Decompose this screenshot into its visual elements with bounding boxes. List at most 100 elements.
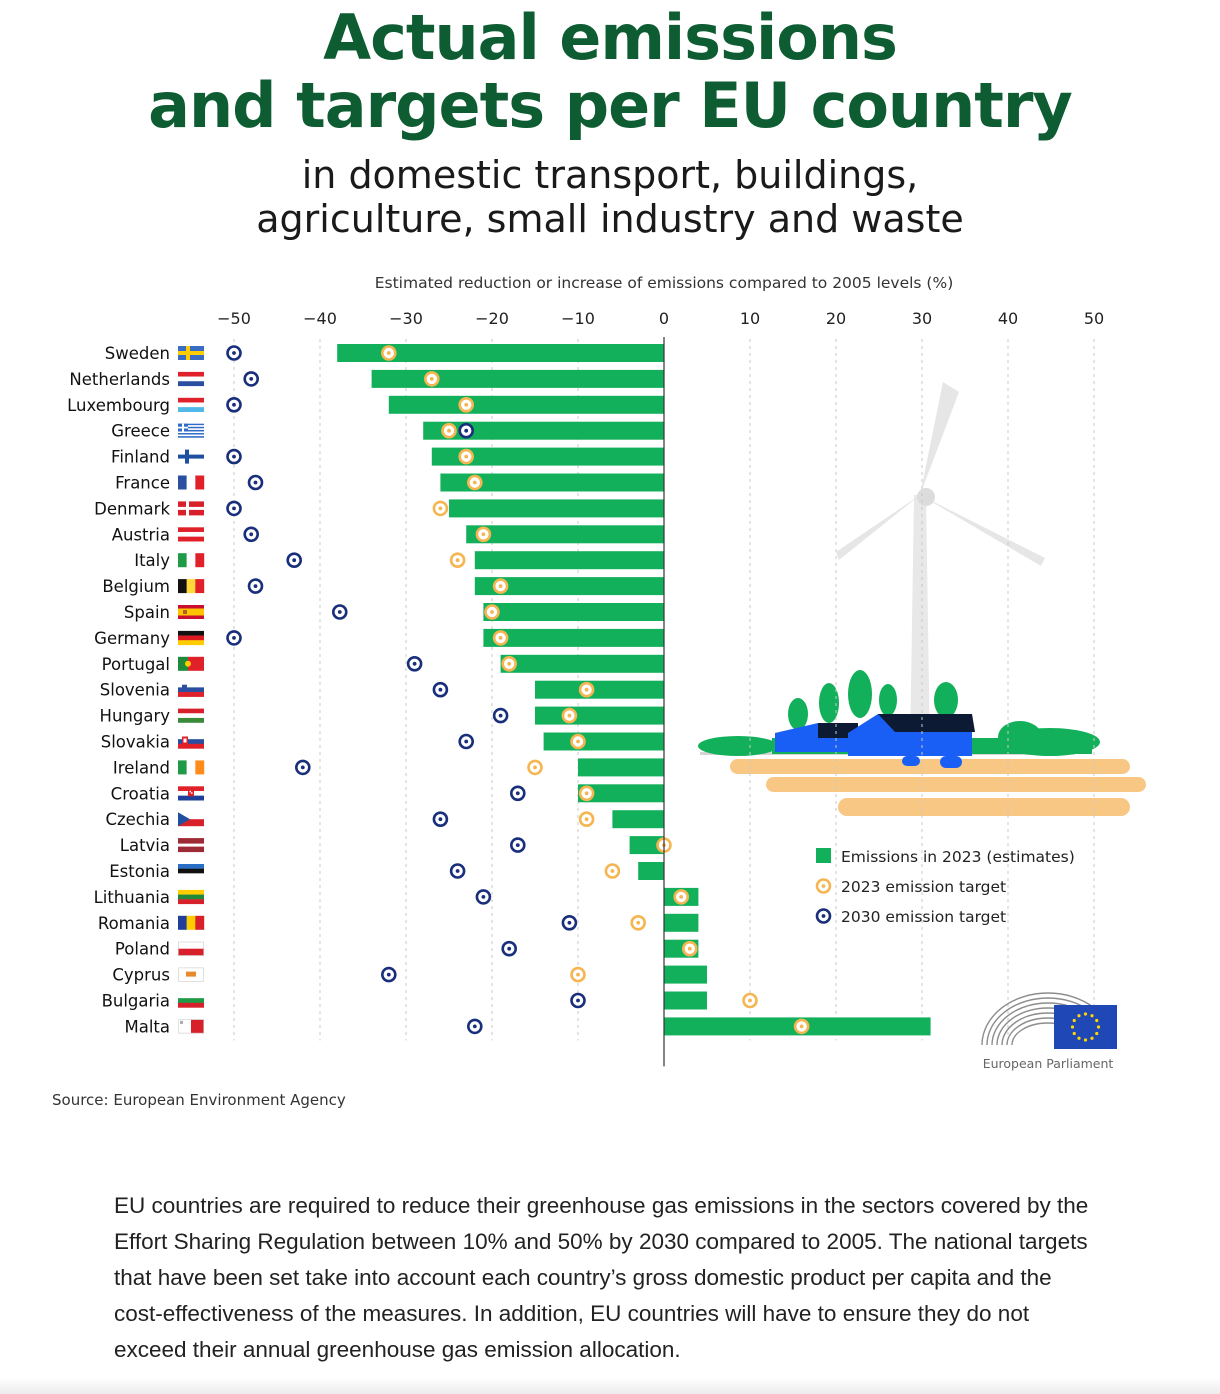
flag-romania-icon: [178, 915, 205, 930]
marker-target-2030: [226, 396, 242, 413]
marker-target-2023: [561, 707, 578, 724]
marker-target-2030: [294, 759, 311, 776]
marker-target-2030: [247, 474, 264, 491]
country-label: Finland: [111, 448, 170, 467]
flag-portugal-icon: [178, 656, 204, 671]
bar-emissions-2023: [431, 447, 664, 466]
markers: [226, 345, 810, 1035]
bar-emissions-2023: [440, 473, 664, 492]
country-label: Poland: [115, 940, 170, 959]
legend-swatch: [815, 878, 832, 894]
country-label: France: [115, 474, 170, 493]
bar-emissions-2023: [474, 551, 664, 570]
country-label: Slovakia: [101, 733, 170, 752]
marker-target-2030: [509, 837, 526, 853]
page-title: Actual emissions and targets per EU coun…: [0, 0, 1220, 140]
x-axis: Estimated reduction or increase of emiss…: [217, 274, 1104, 1067]
country-label: Ireland: [113, 758, 170, 777]
legend-label: 2030 emission target: [841, 908, 1006, 926]
marker-target-2030: [226, 630, 242, 646]
country-label: Sweden: [105, 344, 170, 363]
eu-stars-icon: [1070, 1012, 1101, 1042]
legend-label: Emissions in 2023 (estimates): [841, 848, 1075, 866]
flag-hungary-icon: [178, 708, 204, 723]
marker-target-2023: [570, 966, 586, 983]
bar-emissions-2023: [466, 525, 664, 544]
x-tick-label: −50: [217, 309, 251, 328]
x-tick-label: −40: [303, 309, 337, 328]
flag-poland-icon: [178, 941, 204, 956]
bar-emissions-2023: [500, 654, 664, 673]
marker-target-2023: [604, 863, 621, 879]
country-label: Cyprus: [112, 966, 170, 985]
flag-slovakia-icon: [178, 734, 204, 749]
subtitle-line-1: in domestic transport, buildings,: [301, 153, 919, 197]
marker-target-2023: [492, 630, 509, 646]
country-label: Latvia: [120, 836, 170, 855]
marker-target-2030: [458, 422, 475, 439]
marker-target-2023: [380, 345, 397, 361]
page-subtitle: in domestic transport, buildings, agricu…: [0, 153, 1220, 241]
country-label: Luxembourg: [67, 396, 170, 415]
bar-emissions-2023: [474, 577, 664, 596]
marker-target-2030: [466, 1018, 483, 1035]
country-label: Malta: [124, 1017, 170, 1036]
marker-target-2030: [458, 733, 475, 750]
marker-target-2023: [501, 655, 518, 672]
country-label: Italy: [134, 551, 170, 570]
country-label: Romania: [98, 914, 170, 933]
flag-germany-icon: [178, 630, 204, 646]
x-tick-label: −20: [475, 309, 509, 328]
marker-target-2030: [226, 500, 242, 517]
bar-emissions-2023: [483, 603, 664, 621]
bar-emissions-2023: [423, 421, 664, 440]
marker-target-2023: [492, 578, 509, 594]
european-parliament-logo: European Parliament: [981, 992, 1117, 1071]
bar-emissions-2023: [578, 784, 664, 803]
marker-target-2023: [458, 396, 475, 413]
marker-target-2023: [527, 759, 543, 776]
country-label: Denmark: [94, 499, 170, 518]
marker-target-2023: [475, 526, 492, 543]
bar-emissions-2023: [664, 965, 707, 984]
bar-emissions-2023: [543, 732, 664, 751]
marker-target-2023: [570, 733, 586, 750]
flag-finland-icon: [178, 449, 204, 464]
flag-ireland-icon: [178, 760, 205, 775]
emissions-chart: Sweden Netherlands Luxembourg Greece Finland…: [67, 274, 1146, 1071]
legend-item: Emissions in 2023 (estimates): [816, 848, 1075, 866]
flag-cyprus-icon: [178, 967, 204, 982]
bar-emissions-2023: [483, 628, 664, 647]
marker-target-2030: [380, 966, 397, 983]
bar-emissions-2023: [612, 810, 664, 829]
subtitle-line-2: agriculture, small industry and waste: [256, 197, 964, 241]
marker-target-2030: [226, 345, 242, 361]
flag-greece-icon: [178, 423, 204, 438]
wind-farm-illustration: [698, 382, 1146, 816]
legend-item: 2023 emission target: [815, 878, 1006, 896]
marker-target-2030: [247, 578, 264, 594]
flag-bulgaria-icon: [178, 993, 204, 1008]
bar-emissions-2023: [664, 991, 707, 1010]
flag-slovenia-icon: [178, 682, 204, 697]
farm-buildings-icon: [775, 714, 975, 768]
bars: [337, 344, 931, 1036]
country-labels: Sweden Netherlands Luxembourg Greece Finland…: [67, 344, 205, 1036]
flag-denmark-icon: [178, 501, 204, 516]
bar-emissions-2023: [535, 680, 664, 699]
marker-target-2030: [286, 552, 303, 569]
marker-target-2030: [449, 863, 466, 879]
bottom-strip: [0, 1378, 1220, 1394]
marker-target-2030: [501, 940, 518, 957]
flag-netherlands-icon: [178, 371, 204, 387]
marker-target-2030: [509, 785, 526, 802]
marker-target-2030: [561, 914, 578, 931]
bar-emissions-2023: [638, 862, 664, 880]
flag-france-icon: [178, 475, 205, 490]
marker-target-2030: [226, 448, 242, 465]
country-label: Germany: [94, 629, 170, 648]
flag-sweden-icon: [178, 346, 204, 360]
marker-target-2023: [630, 914, 647, 931]
country-label: Portugal: [102, 655, 170, 674]
marker-target-2023: [578, 785, 595, 802]
